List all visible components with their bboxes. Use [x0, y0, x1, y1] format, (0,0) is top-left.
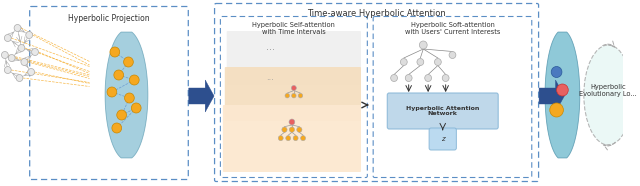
- Circle shape: [425, 75, 431, 81]
- Circle shape: [282, 127, 287, 132]
- Text: z: z: [441, 136, 445, 142]
- FancyBboxPatch shape: [387, 93, 498, 129]
- Circle shape: [16, 75, 23, 81]
- Circle shape: [390, 75, 397, 81]
- Circle shape: [285, 136, 291, 141]
- Circle shape: [442, 75, 449, 81]
- FancyBboxPatch shape: [429, 128, 456, 150]
- Circle shape: [298, 93, 303, 98]
- FancyBboxPatch shape: [227, 31, 361, 85]
- Ellipse shape: [584, 45, 632, 145]
- Circle shape: [291, 85, 296, 91]
- Text: Hyperbolic Attention
Network: Hyperbolic Attention Network: [406, 106, 479, 116]
- Circle shape: [557, 84, 568, 96]
- Circle shape: [131, 103, 141, 113]
- Text: ...: ...: [267, 73, 275, 82]
- Circle shape: [28, 68, 35, 76]
- Circle shape: [107, 87, 116, 97]
- Circle shape: [297, 127, 302, 132]
- Circle shape: [114, 70, 124, 80]
- Circle shape: [4, 67, 11, 73]
- Circle shape: [125, 93, 134, 103]
- Circle shape: [4, 34, 11, 41]
- Text: ...: ...: [266, 42, 275, 52]
- Polygon shape: [545, 32, 580, 158]
- Circle shape: [18, 44, 25, 52]
- Polygon shape: [539, 80, 564, 112]
- Circle shape: [124, 57, 133, 67]
- Circle shape: [26, 31, 33, 39]
- Circle shape: [110, 47, 120, 57]
- Text: Hyperbolic Projection: Hyperbolic Projection: [68, 14, 150, 23]
- Circle shape: [8, 54, 15, 62]
- Circle shape: [417, 59, 424, 65]
- Circle shape: [301, 136, 305, 141]
- Text: Hyperbolic Self-attention
with Time Intervals: Hyperbolic Self-attention with Time Inte…: [252, 22, 335, 35]
- Circle shape: [292, 93, 296, 98]
- Text: Hyperbolic
Evolutionary Lo...: Hyperbolic Evolutionary Lo...: [579, 84, 637, 97]
- Circle shape: [116, 110, 127, 120]
- Circle shape: [401, 59, 407, 65]
- Circle shape: [289, 119, 295, 125]
- Text: Time-aware Hyperbolic Attention: Time-aware Hyperbolic Attention: [307, 9, 446, 18]
- Circle shape: [449, 52, 456, 59]
- Circle shape: [31, 49, 38, 55]
- Circle shape: [112, 123, 122, 133]
- Circle shape: [551, 67, 562, 78]
- Circle shape: [1, 52, 8, 59]
- FancyBboxPatch shape: [223, 105, 361, 172]
- Circle shape: [129, 75, 139, 85]
- Polygon shape: [105, 32, 148, 158]
- Circle shape: [21, 59, 28, 65]
- Circle shape: [405, 75, 412, 81]
- Circle shape: [278, 136, 284, 141]
- Circle shape: [419, 41, 427, 49]
- Polygon shape: [189, 80, 214, 112]
- Circle shape: [435, 59, 441, 65]
- Circle shape: [289, 127, 294, 132]
- FancyBboxPatch shape: [225, 67, 361, 121]
- Text: Hyperbolic Soft-attention
with Users' Current Interests: Hyperbolic Soft-attention with Users' Cu…: [404, 22, 500, 35]
- Circle shape: [293, 136, 298, 141]
- Circle shape: [14, 25, 21, 31]
- Circle shape: [285, 93, 289, 98]
- Circle shape: [550, 103, 563, 117]
